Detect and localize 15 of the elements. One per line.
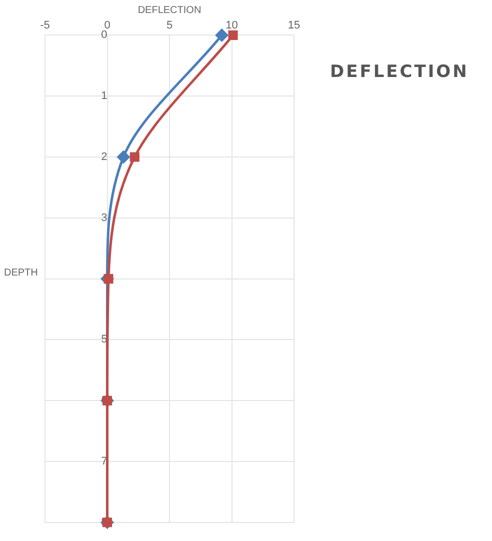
- text: DEFLECTION: [330, 62, 469, 82]
- x-tick-label: 10: [226, 20, 238, 32]
- y-tick-label: 0: [101, 29, 108, 42]
- y-tick-label: 1: [101, 90, 108, 102]
- point: [130, 152, 140, 162]
- x-axis-title: DEFLECTION: [138, 4, 202, 16]
- y-tick-label: 2: [101, 151, 108, 164]
- y-tick-label: 3: [101, 212, 108, 224]
- point: [216, 28, 228, 42]
- x-tick-label: 5: [166, 20, 173, 32]
- point: [117, 150, 130, 164]
- y-axis-title: DEPTH: [4, 268, 38, 279]
- x-tick-label: 15: [288, 20, 300, 32]
- point: [228, 30, 238, 40]
- x-tick-label: -5: [40, 20, 50, 32]
